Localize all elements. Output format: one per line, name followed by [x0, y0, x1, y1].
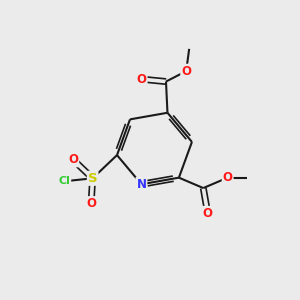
Text: S: S — [88, 172, 98, 185]
Text: Cl: Cl — [58, 176, 70, 186]
Text: O: O — [86, 197, 96, 210]
Text: N: N — [136, 178, 146, 191]
Text: O: O — [68, 153, 78, 167]
Text: O: O — [181, 65, 191, 78]
Text: O: O — [203, 207, 213, 220]
Text: O: O — [223, 171, 233, 184]
Text: O: O — [136, 73, 147, 86]
